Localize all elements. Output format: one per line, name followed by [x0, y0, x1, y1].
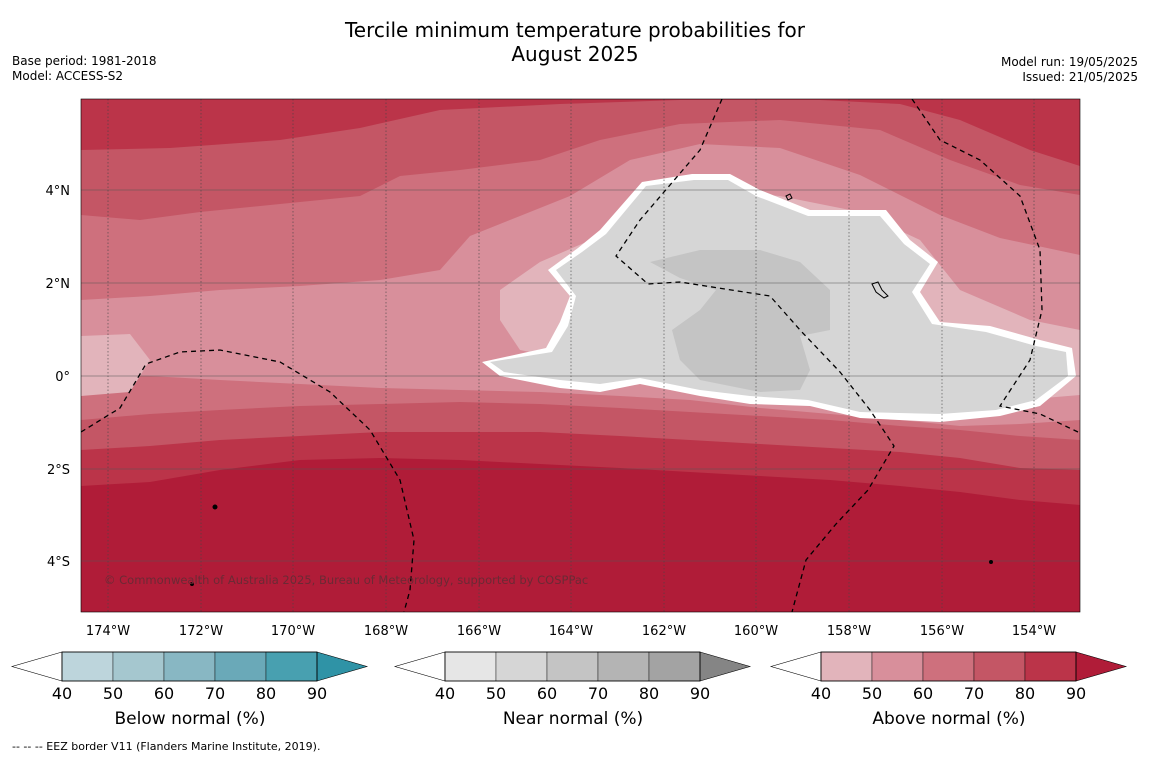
lat-axis: 4°N 2°N 0° 2°S 4°S — [46, 184, 71, 570]
near-colorbar-segment — [648, 651, 701, 682]
near-tick-label: 50 — [485, 684, 507, 703]
lon-label: 170°W — [271, 624, 315, 639]
above-tick-label: 60 — [912, 684, 934, 703]
near-colorbar-segment — [546, 651, 599, 682]
lon-label: 164°W — [549, 624, 593, 639]
above-colorbar-segment — [871, 651, 924, 682]
near-colorbar-segment — [444, 651, 497, 682]
lon-label: 158°W — [827, 624, 871, 639]
meta-right: Model run: 19/05/2025 Issued: 21/05/2025 — [1001, 55, 1138, 85]
above-normal-title: Above normal (%) — [872, 709, 1026, 729]
below-tick-label: 80 — [255, 684, 277, 703]
lat-lines — [81, 189, 1080, 562]
lat-label: 0° — [55, 370, 70, 385]
below-colorbar-segment — [214, 651, 267, 682]
above-colorbar-segment — [922, 651, 975, 682]
above-colorbar-low-cap — [769, 651, 822, 682]
map-title: Tercile minimum temperature probabilitie… — [0, 18, 1150, 66]
below-tick-label: 40 — [51, 684, 73, 703]
below-colorbar-segment — [112, 651, 165, 682]
below-colorbar-low-cap — [10, 651, 63, 682]
copyright-text: © Commonwealth of Australia 2025, Bureau… — [104, 573, 588, 587]
lat-label: 2°S — [47, 463, 70, 478]
lat-label: 2°N — [46, 277, 71, 292]
islands — [190, 193, 993, 586]
map-frame — [80, 98, 1081, 613]
above-tick-label: 90 — [1065, 684, 1087, 703]
below-colorbar-high-cap — [316, 651, 369, 682]
below-normal-title: Below normal (%) — [114, 709, 266, 729]
near-tick-label: 60 — [536, 684, 558, 703]
lon-label: 154°W — [1012, 624, 1056, 639]
below-tick-label: 90 — [306, 684, 328, 703]
title-line-2: August 2025 — [511, 42, 639, 66]
near-tick-label: 40 — [434, 684, 456, 703]
below-colorbar-segment — [163, 651, 216, 682]
model-run: Model run: 19/05/2025 — [1000, 55, 1138, 69]
eez-borders — [81, 99, 1079, 612]
eez-footnote: -- -- -- EEZ border V11 (Flanders Marine… — [12, 740, 321, 753]
model-name: Model: ACCESS-S2 — [12, 69, 124, 83]
lon-label: 174°W — [86, 624, 130, 639]
lon-label: 172°W — [179, 624, 223, 639]
near-colorbar-segment — [597, 651, 650, 682]
below-colorbar-frame — [61, 651, 318, 682]
near-tick-label: 70 — [587, 684, 609, 703]
near-tick-label: 90 — [689, 684, 711, 703]
near-colorbar-high-cap — [699, 651, 752, 682]
above-colorbar-segment — [973, 651, 1026, 682]
lon-label: 168°W — [364, 624, 408, 639]
lon-label: 166°W — [457, 624, 501, 639]
above-colorbar-frame — [820, 651, 1077, 682]
below-colorbar-segment — [61, 651, 114, 682]
probability-map: 4°N 2°N 0° 2°S 4°S 174°W 172°W 170°W 168… — [10, 98, 1128, 682]
map-field — [81, 99, 1080, 612]
near-colorbar-frame — [444, 651, 701, 682]
below-tick-label: 60 — [153, 684, 175, 703]
lat-label: 4°S — [47, 555, 70, 570]
above-tick-label: 80 — [1014, 684, 1036, 703]
lon-label: 160°W — [734, 624, 778, 639]
near-normal-title: Near normal (%) — [502, 709, 644, 729]
below-colorbar-segment — [265, 651, 318, 682]
near-colorbar-low-cap — [393, 651, 446, 682]
field-above-40-west — [81, 334, 150, 396]
field-near-60 — [650, 250, 830, 392]
above-colorbar-high-cap — [1075, 651, 1128, 682]
colorbars — [10, 651, 1128, 682]
above-tick-label: 50 — [861, 684, 883, 703]
near-tick-label: 80 — [638, 684, 660, 703]
above-colorbar-segment — [1024, 651, 1077, 682]
graticule — [107, 99, 1035, 612]
lat-label: 4°N — [46, 184, 71, 199]
below-tick-label: 50 — [102, 684, 124, 703]
above-tick-label: 70 — [963, 684, 985, 703]
above-colorbar-segment — [820, 651, 873, 682]
base-period: Base period: 1981-2018 — [12, 54, 157, 68]
title-line-1: Tercile minimum temperature probabilitie… — [344, 18, 806, 42]
below-tick-label: 70 — [204, 684, 226, 703]
lon-axis: 174°W 172°W 170°W 168°W 166°W 164°W 162°… — [86, 624, 1056, 639]
lon-label: 156°W — [920, 624, 964, 639]
near-colorbar-segment — [495, 651, 548, 682]
lon-label: 162°W — [642, 624, 686, 639]
issued-date: Issued: 21/05/2025 — [1022, 70, 1138, 84]
above-tick-label: 40 — [810, 684, 832, 703]
meta-left: Base period: 1981-2018 Model: ACCESS-S2 — [12, 54, 157, 84]
